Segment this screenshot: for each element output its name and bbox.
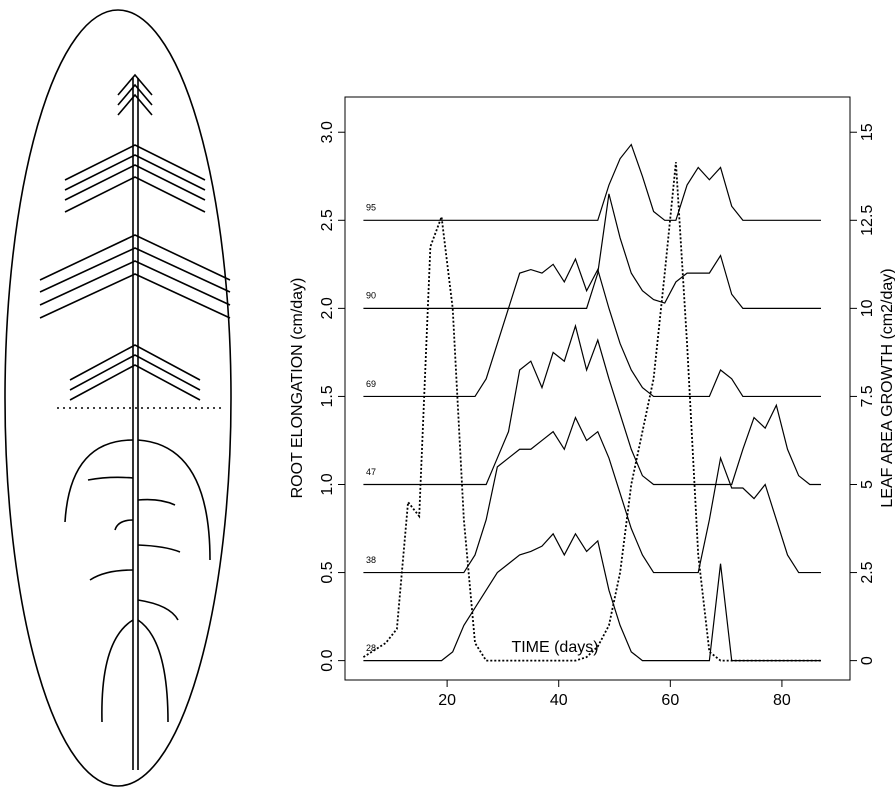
y2-tick-label: 2.5	[859, 561, 876, 583]
series-line	[363, 532, 821, 662]
series-line	[363, 323, 821, 486]
x-axis-title: TIME (days)	[511, 639, 598, 656]
series-label: 90	[366, 291, 376, 301]
series-line	[363, 143, 821, 221]
series-label: 69	[366, 379, 376, 389]
series-label: 95	[366, 203, 376, 213]
plant-drawing	[4, 9, 232, 787]
y2-tick-label: 15	[859, 123, 876, 141]
y-tick-label: 2.5	[319, 209, 336, 231]
y-tick-label: 0.5	[319, 561, 336, 583]
y-tick-label: 1.0	[319, 473, 336, 495]
series-label: 28	[366, 643, 376, 653]
plot-frame	[344, 96, 851, 681]
y-tick-label: 3.0	[319, 121, 336, 143]
y-axis-title: ROOT ELONGATION (cm/day)	[289, 278, 306, 499]
x-tick-label: 60	[661, 692, 679, 709]
y2-tick-label: 10	[859, 299, 876, 317]
y2-tick-label: 0	[859, 656, 876, 665]
y-tick-label: 1.5	[319, 385, 336, 407]
y2-axis-title: LEAF AREA GROWTH (cm2/day)	[879, 268, 895, 507]
series-label: 47	[366, 467, 376, 477]
x-tick-label: 40	[550, 692, 568, 709]
series-line	[363, 416, 821, 574]
outline	[4, 9, 232, 787]
y2-tick-label: 12.5	[859, 205, 876, 236]
series-line	[362, 162, 821, 662]
y2-tick-label: 7.5	[859, 385, 876, 407]
series-line	[363, 257, 821, 398]
y-tick-label: 2.0	[319, 297, 336, 319]
y-tick-label: 0.0	[319, 649, 336, 671]
x-tick-label: 80	[773, 692, 791, 709]
series-label: 38	[366, 555, 376, 565]
x-tick-label: 20	[438, 692, 456, 709]
series-line	[363, 193, 821, 309]
y2-tick-label: 5	[859, 480, 876, 489]
